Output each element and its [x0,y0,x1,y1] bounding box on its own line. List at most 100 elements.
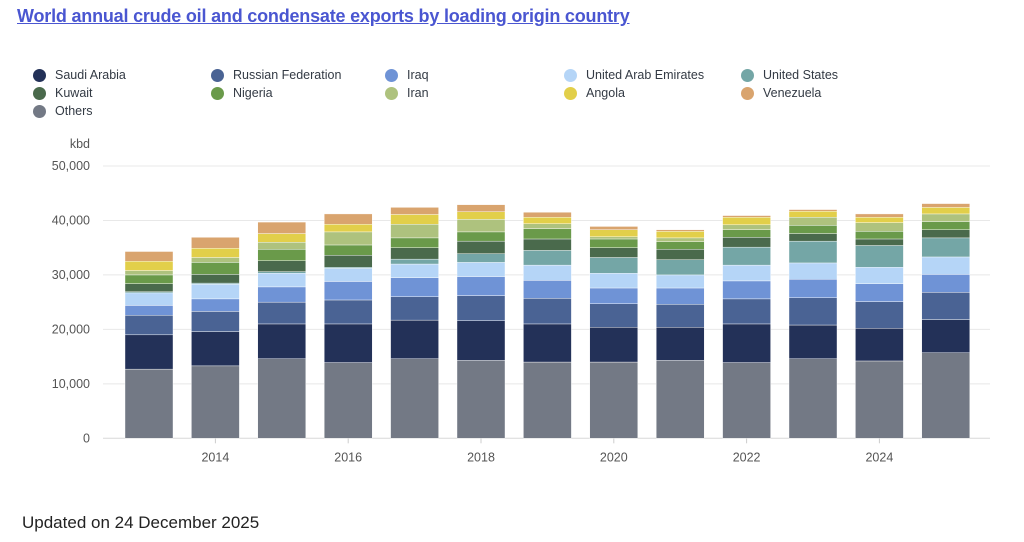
bar-segment-nigeria[interactable]: Nigeria 2020: 1600 [589,238,638,248]
legend-item-angola[interactable]: Angola [564,86,625,100]
bar-segment-russian-federation[interactable]: Russian Federation 2020: 4300 [589,303,638,328]
legend-item-saudi-arabia[interactable]: Saudi Arabia [33,68,126,82]
bar-segment-venezuela[interactable]: Venezuela 2025: 700 [921,203,970,208]
bar-segment-united-states[interactable]: United States 2015: 300 [257,271,306,274]
legend-item-others[interactable]: Others [33,104,93,118]
bar-segment-russian-federation[interactable]: Russian Federation 2023: 5000 [788,297,838,326]
bar-segment-united-states[interactable]: United States 2020: 2900 [589,257,638,274]
bar-segment-united-arab-emirates[interactable]: United Arab Emirates 2025: 3200 [921,256,970,275]
bar-segment-venezuela[interactable]: Venezuela 2018: 1300 [456,204,506,212]
bar-segment-kuwait[interactable]: Kuwait 2025: 1500 [921,229,970,239]
bar-segment-iraq[interactable]: Iraq 2022: 3300 [722,280,771,300]
bar-segment-iran[interactable]: Iran 2024: 1600 [855,222,904,232]
bar-segment-saudi-arabia[interactable]: Saudi Arabia 2025: 6100 [921,319,970,353]
bar-segment-united-arab-emirates[interactable]: United Arab Emirates 2015: 2500 [257,273,306,288]
legend-item-united-arab-emirates[interactable]: United Arab Emirates [564,68,704,82]
bar-segment-russian-federation[interactable]: Russian Federation 2015: 4000 [257,301,306,325]
bar-segment-kuwait[interactable]: Kuwait 2019: 2100 [523,238,572,251]
legend-item-kuwait[interactable]: Kuwait [33,86,93,100]
bar-stack-2013[interactable]: Others 2013: 12700Saudi Arabia 2013: 630… [124,251,174,439]
bar-segment-nigeria[interactable]: Nigeria 2019: 1900 [523,228,572,240]
bar-segment-russian-federation[interactable]: Russian Federation 2024: 4900 [855,301,904,329]
bar-segment-others[interactable]: Others 2013: 12700 [124,368,174,439]
bar-segment-kuwait[interactable]: Kuwait 2022: 1800 [722,237,771,248]
bar-segment-united-states[interactable]: United States 2021: 2800 [656,259,705,276]
bar-segment-united-states[interactable]: United States 2025: 3500 [921,237,970,258]
bar-segment-iraq[interactable]: Iraq 2018: 3500 [456,276,506,296]
legend-item-iran[interactable]: Iran [385,86,429,100]
bar-stack-2024[interactable]: Others 2024: 14200Saudi Arabia 2024: 600… [855,213,904,439]
bar-segment-saudi-arabia[interactable]: Saudi Arabia 2016: 7100 [324,323,373,363]
bar-segment-nigeria[interactable]: Nigeria 2018: 1700 [456,231,506,242]
bar-segment-iran[interactable]: Iran 2021: 700 [656,237,705,242]
bar-segment-others[interactable]: Others 2022: 13900 [722,362,771,439]
bar-segment-united-arab-emirates[interactable]: United Arab Emirates 2018: 2600 [456,262,506,277]
bar-segment-russian-federation[interactable]: Russian Federation 2013: 3600 [124,315,174,336]
bar-segment-angola[interactable]: Angola 2018: 1400 [456,211,506,220]
bar-segment-nigeria[interactable]: Nigeria 2023: 1500 [788,225,838,234]
legend-item-iraq[interactable]: Iraq [385,68,429,82]
bar-segment-kuwait[interactable]: Kuwait 2021: 1900 [656,249,705,260]
bar-stack-2021[interactable]: Others 2021: 14300Saudi Arabia 2021: 610… [656,229,705,439]
bar-stack-2023[interactable]: Others 2023: 14600Saudi Arabia 2023: 620… [788,209,838,439]
bar-segment-nigeria[interactable]: Nigeria 2021: 1400 [656,241,705,250]
legend-item-venezuela[interactable]: Venezuela [741,86,821,100]
bar-segment-others[interactable]: Others 2024: 14200 [855,360,904,439]
bar-segment-kuwait[interactable]: Kuwait 2023: 1400 [788,233,838,242]
bar-segment-angola[interactable]: Angola 2019: 1200 [523,216,572,224]
bar-segment-iraq[interactable]: Iraq 2019: 3300 [523,280,572,299]
bar-segment-kuwait[interactable]: Kuwait 2018: 2300 [456,240,506,254]
bar-segment-angola[interactable]: Angola 2013: 1700 [124,261,174,271]
bar-segment-iraq[interactable]: Iraq 2016: 3400 [324,281,373,301]
bar-segment-venezuela[interactable]: Venezuela 2021: 300 [656,229,705,232]
legend-item-russian-federation[interactable]: Russian Federation [211,68,341,82]
bar-segment-kuwait[interactable]: Kuwait 2017: 2100 [390,247,439,260]
bar-segment-united-states[interactable]: United States 2018: 1600 [456,253,506,263]
bar-segment-saudi-arabia[interactable]: Saudi Arabia 2013: 6300 [124,334,174,370]
bar-segment-iran[interactable]: Iran 2016: 2400 [324,231,373,246]
bar-segment-united-arab-emirates[interactable]: United Arab Emirates 2013: 2300 [124,292,174,306]
bar-segment-saudi-arabia[interactable]: Saudi Arabia 2020: 6400 [589,327,638,363]
bar-segment-saudi-arabia[interactable]: Saudi Arabia 2017: 7100 [390,319,439,359]
bar-segment-angola[interactable]: Angola 2023: 1100 [788,211,838,218]
bar-stack-2019[interactable]: Others 2019: 14000Saudi Arabia 2019: 700… [523,212,572,439]
bar-segment-russian-federation[interactable]: Russian Federation 2025: 5000 [921,292,970,320]
bar-segment-others[interactable]: Others 2025: 15700 [921,352,970,439]
bar-segment-angola[interactable]: Angola 2014: 1700 [191,248,240,258]
bar-segment-united-states[interactable]: United States 2024: 4000 [855,245,904,268]
bar-segment-iran[interactable]: Iran 2020: 400 [589,236,638,240]
bar-segment-angola[interactable]: Angola 2015: 1600 [257,233,306,243]
bar-segment-iraq[interactable]: Iraq 2017: 3500 [390,277,439,297]
bar-segment-iran[interactable]: Iran 2022: 900 [722,224,771,230]
bar-segment-kuwait[interactable]: Kuwait 2015: 2000 [257,260,306,272]
bar-segment-saudi-arabia[interactable]: Saudi Arabia 2022: 7100 [722,323,771,363]
bar-segment-iran[interactable]: Iran 2013: 800 [124,270,174,276]
bar-segment-russian-federation[interactable]: Russian Federation 2019: 4700 [523,298,572,325]
bar-segment-united-arab-emirates[interactable]: United Arab Emirates 2021: 2400 [656,274,705,289]
bar-segment-iran[interactable]: Iran 2015: 1300 [257,242,306,250]
bar-segment-russian-federation[interactable]: Russian Federation 2021: 4200 [656,304,705,328]
bar-stack-2017[interactable]: Others 2017: 14600Saudi Arabia 2017: 710… [390,207,439,439]
bar-segment-angola[interactable]: Angola 2025: 1200 [921,207,970,215]
bar-segment-nigeria[interactable]: Nigeria 2024: 1400 [855,231,904,240]
bar-segment-kuwait[interactable]: Kuwait 2014: 1600 [191,274,240,284]
bar-segment-saudi-arabia[interactable]: Saudi Arabia 2015: 6400 [257,323,306,359]
bar-stack-2022[interactable]: Others 2022: 13900Saudi Arabia 2022: 710… [722,215,771,439]
legend-item-united-states[interactable]: United States [741,68,838,82]
bar-segment-venezuela[interactable]: Venezuela 2015: 2100 [257,221,306,234]
bar-segment-others[interactable]: Others 2023: 14600 [788,358,838,439]
bar-segment-united-arab-emirates[interactable]: United Arab Emirates 2024: 3000 [855,267,904,284]
bar-segment-iraq[interactable]: Iraq 2024: 3300 [855,283,904,302]
chart-title-link[interactable]: World annual crude oil and condensate ex… [17,6,630,26]
bar-segment-iran[interactable]: Iran 2014: 900 [191,257,240,263]
bar-segment-iran[interactable]: Iran 2025: 1400 [921,213,970,222]
bar-segment-iraq[interactable]: Iraq 2023: 3400 [788,279,838,298]
bar-segment-united-arab-emirates[interactable]: United Arab Emirates 2017: 2500 [390,263,439,278]
bar-segment-nigeria[interactable]: Nigeria 2025: 1500 [921,221,970,230]
bar-segment-united-arab-emirates[interactable]: United Arab Emirates 2019: 2800 [523,264,572,281]
bar-segment-nigeria[interactable]: Nigeria 2013: 1600 [124,274,174,284]
bar-segment-angola[interactable]: Angola 2017: 1800 [390,214,439,225]
bar-segment-nigeria[interactable]: Nigeria 2022: 1400 [722,229,771,238]
bar-segment-venezuela[interactable]: Venezuela 2017: 1300 [390,207,439,215]
bar-segment-russian-federation[interactable]: Russian Federation 2018: 4600 [456,295,506,321]
